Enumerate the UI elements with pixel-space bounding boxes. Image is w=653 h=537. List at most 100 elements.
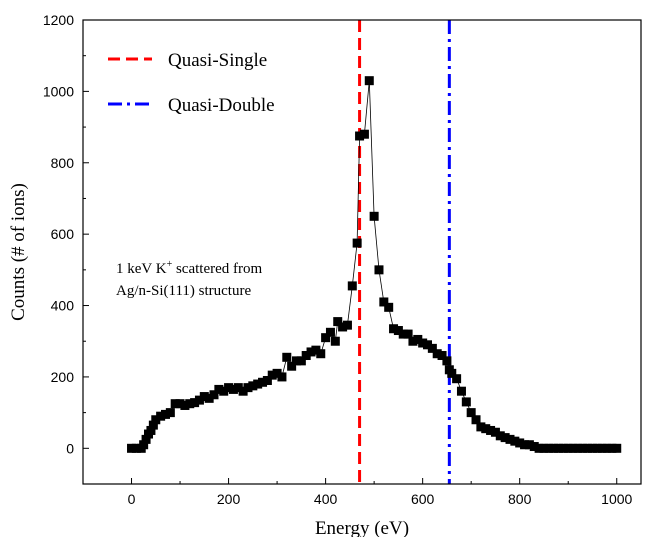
data-point [612, 443, 622, 453]
data-point [544, 443, 554, 453]
data-point [258, 377, 268, 387]
data-point [243, 383, 253, 393]
data-point [384, 302, 394, 312]
x-tick-label: 200 [217, 491, 241, 507]
data-point [347, 281, 357, 291]
data-point [369, 211, 379, 221]
y-tick-label: 600 [51, 226, 75, 242]
annotation-line-1-post: scattered from [172, 261, 262, 277]
data-point [148, 420, 158, 430]
data-point [321, 333, 331, 343]
data-point [437, 351, 447, 361]
data-point [253, 379, 263, 389]
data-point [224, 383, 234, 393]
annotation-line-2: Ag/n-Si(111) structure [116, 283, 251, 299]
y-tick-label: 400 [51, 298, 75, 314]
data-point [180, 400, 190, 410]
data-point [333, 317, 343, 327]
data-point [549, 443, 559, 453]
data-point [248, 381, 258, 391]
data-point [442, 356, 452, 366]
data-point [510, 436, 520, 446]
data-point [568, 443, 578, 453]
annotation-line-1-pre: 1 keV K [116, 261, 167, 277]
data-point [398, 329, 408, 339]
data-point [520, 440, 530, 450]
data-point [471, 415, 481, 425]
data-point [534, 443, 544, 453]
data-point [156, 411, 166, 421]
data-point [355, 131, 365, 141]
data-point [447, 368, 457, 378]
data-point [233, 383, 243, 393]
data-point [452, 374, 462, 384]
data-point [316, 349, 326, 359]
data-point [505, 434, 515, 444]
data-point [500, 433, 510, 443]
data-point [524, 440, 534, 450]
x-tick-label: 800 [508, 491, 532, 507]
data-point [342, 320, 352, 330]
data-point [393, 326, 403, 336]
data-point [296, 356, 306, 366]
plot-area [127, 20, 622, 484]
data-point [359, 129, 369, 139]
data-point [139, 440, 149, 450]
data-point [427, 343, 437, 353]
data-point [529, 442, 539, 452]
data-point [379, 297, 389, 307]
legend-label-quasi-double: Quasi-Double [168, 95, 275, 116]
data-point [170, 399, 180, 409]
data-point [277, 372, 287, 382]
legend-label-quasi-single: Quasi-Single [168, 50, 267, 71]
data-point [563, 443, 573, 453]
data-point [408, 336, 418, 346]
data-point [573, 443, 583, 453]
annotation-superscript: + [167, 259, 173, 270]
data-point [291, 356, 301, 366]
legend: Quasi-Single Quasi-Double [108, 50, 275, 116]
data-point [165, 408, 175, 418]
data-point [597, 443, 607, 453]
x-axis-title: Energy (eV) [315, 518, 409, 537]
data-point [583, 443, 593, 453]
data-point [495, 431, 505, 441]
data-point [515, 438, 525, 448]
data-point [199, 392, 209, 402]
y-axis-title: Counts (# of ions) [8, 183, 29, 321]
data-point [413, 334, 423, 344]
data-point [389, 324, 399, 334]
data-point [554, 443, 564, 453]
data-point [461, 397, 471, 407]
data-point [209, 390, 219, 400]
data-point [325, 327, 335, 337]
data-point [486, 425, 496, 435]
annotation: 1 keV K+ scattered from Ag/n-Si(111) str… [116, 259, 262, 299]
x-tick-label: 400 [314, 491, 338, 507]
data-point [403, 329, 413, 339]
data-point [127, 443, 137, 453]
y-tick-label: 200 [51, 369, 75, 385]
data-point [146, 425, 156, 435]
data-point [306, 347, 316, 357]
data-point [592, 443, 602, 453]
data-point [587, 443, 597, 453]
data-point [287, 361, 297, 371]
data-point [338, 322, 348, 332]
data-point [190, 398, 200, 408]
data-point [602, 443, 612, 453]
data-point [262, 375, 272, 385]
data-point [481, 424, 491, 434]
data-point [352, 238, 362, 248]
data-point [194, 395, 204, 405]
data-point [466, 408, 476, 418]
x-tick-label: 600 [411, 491, 435, 507]
x-tick-label: 1000 [601, 491, 632, 507]
data-point [476, 422, 486, 432]
data-point [272, 368, 282, 378]
data-point [311, 345, 321, 355]
data-point [238, 386, 248, 396]
data-point [330, 336, 340, 346]
